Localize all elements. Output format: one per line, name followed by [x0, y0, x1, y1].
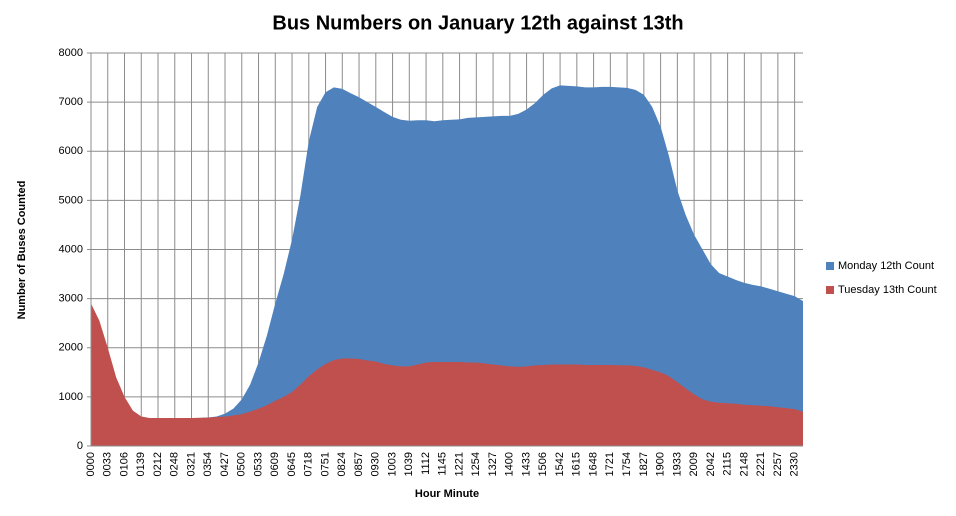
x-tick-label: 0533: [252, 452, 264, 476]
plot-area: [91, 85, 803, 447]
x-tick-label: 0718: [303, 452, 315, 476]
x-tick-label: 0106: [118, 452, 130, 476]
x-tick-label: 1400: [504, 452, 516, 476]
x-tick-label: 1827: [638, 452, 650, 476]
x-tick-label: 2257: [772, 452, 784, 476]
x-tick-label: 1254: [470, 452, 482, 476]
x-tick-label: 2330: [789, 452, 801, 476]
y-tick-label: 8000: [59, 47, 83, 59]
y-tick-label: 5000: [59, 194, 83, 206]
x-tick-label: 2042: [705, 452, 717, 476]
x-tick-label: 0354: [202, 452, 214, 476]
x-tick-label: 1933: [671, 452, 683, 476]
x-tick-label: 0930: [370, 452, 382, 476]
x-tick-label: 0033: [102, 452, 114, 476]
x-tick-label: 1648: [587, 452, 599, 476]
x-tick-label: 2221: [755, 452, 767, 476]
x-tick-label: 0139: [135, 452, 147, 476]
y-tick-label: 2000: [59, 342, 83, 354]
y-tick-label: 7000: [59, 96, 83, 108]
x-tick-label: 0500: [236, 452, 248, 476]
x-tick-label: 0609: [269, 452, 281, 476]
x-tick-label: 1433: [520, 452, 532, 476]
x-tick-label: 0427: [219, 452, 231, 476]
x-tick-label: 1542: [554, 452, 566, 476]
x-tick-label: 0212: [152, 452, 164, 476]
y-tick-label: 1000: [59, 391, 83, 403]
area: [91, 85, 803, 447]
y-tick-label: 3000: [59, 293, 83, 305]
x-tick-label: 1145: [437, 452, 449, 476]
y-tick-label: 6000: [59, 145, 83, 157]
x-tick-label: 0645: [286, 452, 298, 476]
x-tick-label: 1221: [453, 452, 465, 476]
x-tick-label: 0824: [336, 452, 348, 476]
x-tick-label: 1039: [403, 452, 415, 476]
x-tick-label: 1615: [571, 452, 583, 476]
x-tick-label: 1506: [537, 452, 549, 476]
y-tick-label: 4000: [59, 243, 83, 255]
x-tick-label: 1003: [386, 452, 398, 476]
x-tick-label: 0751: [319, 452, 331, 476]
y-axis-title: Number of Buses Counted: [16, 181, 28, 320]
x-tick-label: 1900: [655, 452, 667, 476]
x-tick-label: 0321: [185, 452, 197, 476]
x-tick-label: 1754: [621, 452, 633, 476]
axes: 0 1000 2000 3000 4000 5000 6000 7000 8000 0000 003…: [59, 47, 803, 476]
x-tick-label: 1327: [487, 452, 499, 476]
x-tick-label: 0000: [85, 452, 97, 476]
x-tick-label: 1112: [420, 452, 432, 475]
chart-title: Bus Numbers on January 12th against 13th: [272, 12, 683, 34]
x-tick-label: 0248: [169, 452, 181, 476]
legend-swatch: [826, 286, 834, 294]
legend-label: Tuesday 13th Count: [838, 284, 937, 296]
legend-swatch: [826, 262, 834, 270]
x-axis-title: Hour Minute: [415, 488, 479, 500]
x-tick-label: 2148: [738, 452, 750, 476]
y-tick-label: 0: [77, 440, 83, 452]
x-tick-label: 2009: [688, 452, 700, 476]
x-tick-label: 2115: [722, 452, 734, 476]
x-tick-label: 0857: [353, 452, 365, 476]
area: [91, 303, 803, 446]
x-tick-label: 1721: [604, 452, 616, 476]
legend: Monday 12th Count Tuesday 13th Count: [826, 260, 937, 296]
legend-label: Monday 12th Count: [838, 260, 934, 272]
